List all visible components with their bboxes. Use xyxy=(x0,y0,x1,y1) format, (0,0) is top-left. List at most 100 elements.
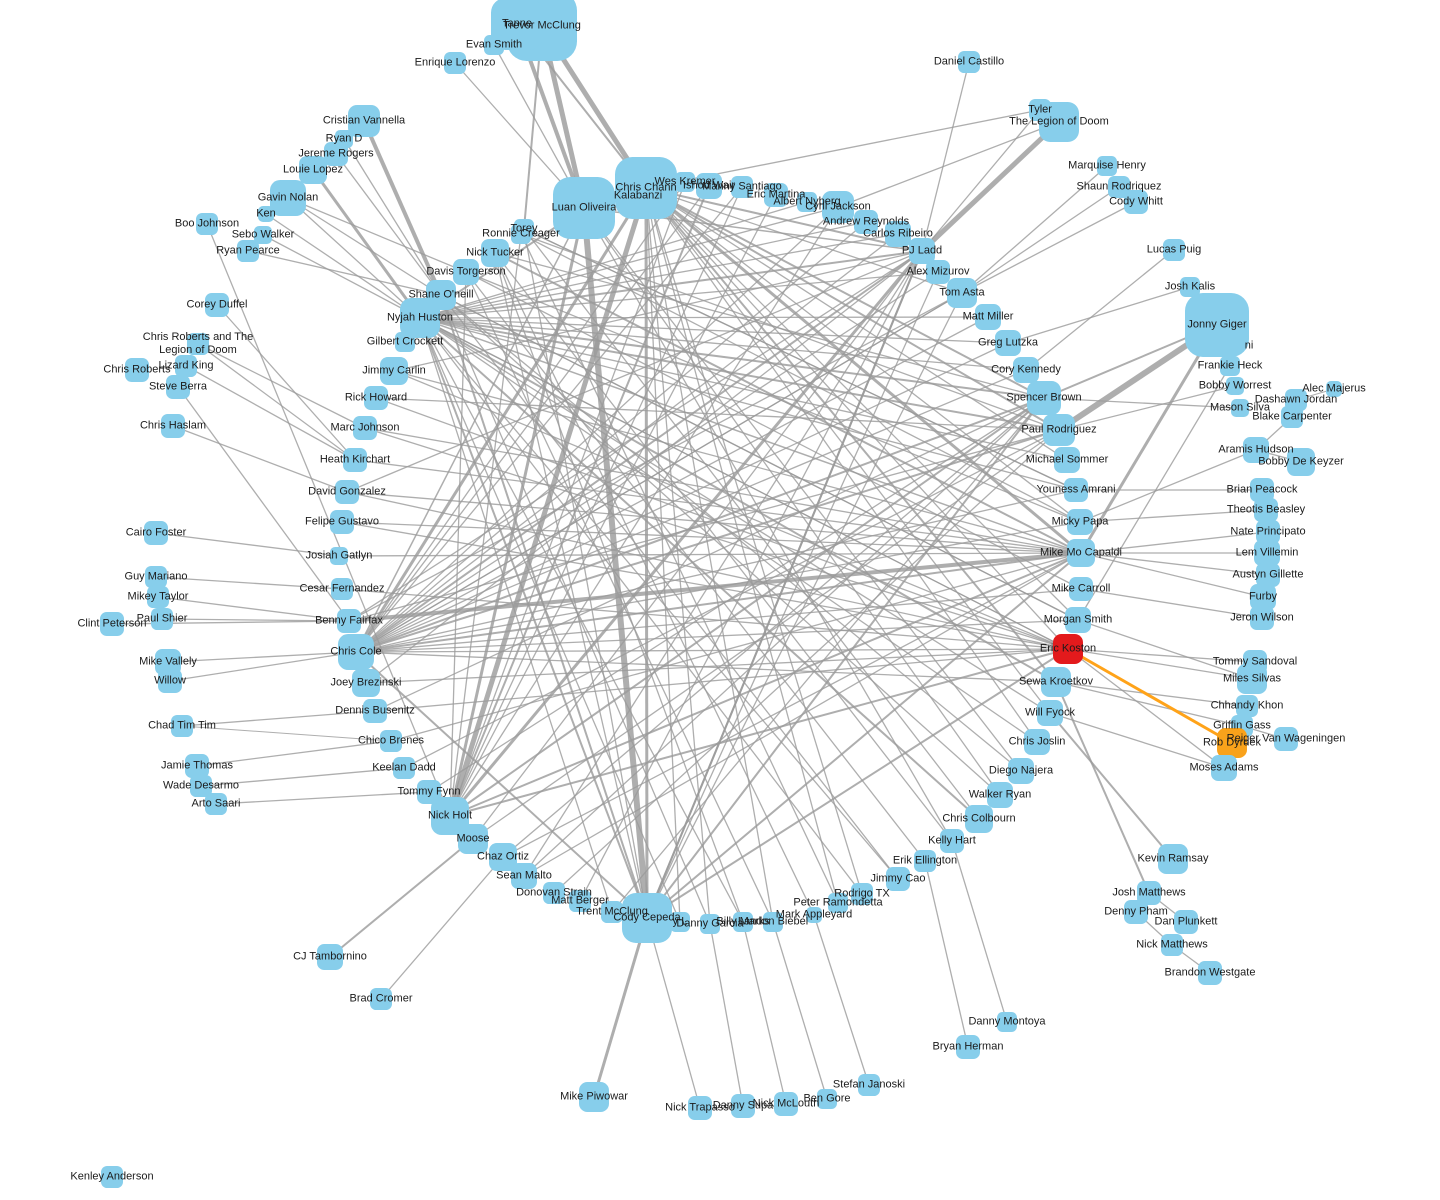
graph-node[interactable] xyxy=(1250,584,1276,610)
graph-node[interactable] xyxy=(237,240,259,262)
graph-node[interactable] xyxy=(997,1012,1017,1032)
graph-node[interactable] xyxy=(1053,634,1083,664)
graph-node[interactable] xyxy=(417,780,441,804)
graph-node[interactable] xyxy=(956,1035,980,1059)
graph-node[interactable] xyxy=(335,480,359,504)
graph-node[interactable] xyxy=(1067,539,1095,567)
graph-node[interactable] xyxy=(1163,239,1185,261)
graph-node[interactable] xyxy=(909,238,935,264)
graph-node[interactable] xyxy=(190,775,212,797)
graph-node[interactable] xyxy=(352,669,380,697)
graph-node[interactable] xyxy=(145,566,167,588)
graph-node[interactable] xyxy=(1254,540,1280,566)
graph-node[interactable] xyxy=(144,521,168,545)
graph-node[interactable] xyxy=(270,180,306,216)
graph-node[interactable] xyxy=(317,944,343,970)
graph-node[interactable] xyxy=(1067,509,1093,535)
graph-node[interactable] xyxy=(806,907,822,923)
graph-node[interactable] xyxy=(858,1074,880,1096)
graph-node[interactable] xyxy=(380,357,408,385)
graph-node[interactable] xyxy=(1217,728,1247,758)
graph-node[interactable] xyxy=(353,416,377,440)
graph-node[interactable] xyxy=(338,634,374,670)
graph-node[interactable] xyxy=(1124,900,1148,924)
graph-node[interactable] xyxy=(965,805,993,833)
graph-node[interactable] xyxy=(579,1082,609,1112)
graph-node[interactable] xyxy=(733,912,753,932)
graph-node[interactable] xyxy=(1237,664,1267,694)
graph-node[interactable] xyxy=(1037,700,1063,726)
graph-node[interactable] xyxy=(1065,607,1091,633)
graph-node[interactable] xyxy=(514,219,534,239)
graph-node[interactable] xyxy=(1064,478,1088,502)
graph-node[interactable] xyxy=(299,156,327,184)
graph-node[interactable] xyxy=(364,386,388,410)
graph-node[interactable] xyxy=(444,52,466,74)
graph-node[interactable] xyxy=(1013,357,1039,383)
graph-node[interactable] xyxy=(822,191,854,223)
graph-node[interactable] xyxy=(1211,755,1237,781)
graph-node[interactable] xyxy=(569,890,591,912)
graph-node[interactable] xyxy=(1326,381,1342,397)
graph-node[interactable] xyxy=(484,35,504,55)
graph-node[interactable] xyxy=(481,239,509,267)
graph-node[interactable] xyxy=(1220,356,1240,376)
graph-node[interactable] xyxy=(601,901,623,923)
graph-node[interactable] xyxy=(1250,606,1274,630)
graph-node[interactable] xyxy=(1243,437,1269,463)
graph-node[interactable] xyxy=(175,355,197,377)
graph-node[interactable] xyxy=(914,850,936,872)
graph-node[interactable] xyxy=(393,757,415,779)
graph-node[interactable] xyxy=(817,1089,837,1109)
graph-node[interactable] xyxy=(543,882,565,904)
graph-node[interactable] xyxy=(1236,695,1258,717)
graph-node[interactable] xyxy=(1198,961,1222,985)
graph-node[interactable] xyxy=(1281,406,1303,428)
graph-node[interactable] xyxy=(854,210,878,234)
graph-node[interactable] xyxy=(1185,293,1249,357)
graph-node[interactable] xyxy=(151,608,173,630)
graph-node[interactable] xyxy=(615,157,677,219)
graph-node[interactable] xyxy=(731,176,753,198)
graph-node[interactable] xyxy=(337,609,361,633)
graph-node[interactable] xyxy=(254,226,272,244)
graph-node[interactable] xyxy=(158,669,182,693)
graph-node[interactable] xyxy=(330,510,354,534)
graph-node[interactable] xyxy=(1161,934,1183,956)
graph-node[interactable] xyxy=(675,172,695,192)
graph-node[interactable] xyxy=(622,893,672,943)
graph-node[interactable] xyxy=(166,375,190,399)
graph-node[interactable] xyxy=(331,578,353,600)
graph-node[interactable] xyxy=(975,304,1001,330)
graph-node[interactable] xyxy=(763,912,783,932)
graph-node[interactable] xyxy=(1285,389,1307,411)
graph-node[interactable] xyxy=(1027,381,1061,415)
graph-node[interactable] xyxy=(426,280,456,310)
graph-node[interactable] xyxy=(1041,667,1071,697)
graph-node[interactable] xyxy=(1231,399,1249,417)
graph-node[interactable] xyxy=(828,893,848,913)
graph-node[interactable] xyxy=(696,173,722,199)
graph-node[interactable] xyxy=(1158,844,1188,874)
graph-node[interactable] xyxy=(258,206,274,222)
graph-node[interactable] xyxy=(205,793,227,815)
graph-node[interactable] xyxy=(453,259,479,285)
graph-node[interactable] xyxy=(1226,377,1244,395)
graph-node[interactable] xyxy=(886,867,910,891)
graph-node[interactable] xyxy=(1097,156,1117,176)
graph-node[interactable] xyxy=(101,1166,123,1188)
graph-node[interactable] xyxy=(1180,277,1200,297)
graph-node[interactable] xyxy=(187,333,209,355)
graph-node[interactable] xyxy=(926,260,950,284)
graph-node[interactable] xyxy=(205,293,229,317)
graph-node[interactable] xyxy=(851,883,873,905)
graph-node[interactable] xyxy=(670,912,690,932)
graph-node[interactable] xyxy=(431,797,469,835)
graph-node[interactable] xyxy=(885,221,911,247)
graph-node[interactable] xyxy=(171,715,193,737)
graph-node[interactable] xyxy=(489,843,517,871)
graph-node[interactable] xyxy=(324,142,348,166)
graph-node[interactable] xyxy=(958,51,980,73)
graph-node[interactable] xyxy=(774,1092,798,1116)
graph-node[interactable] xyxy=(1274,727,1298,751)
